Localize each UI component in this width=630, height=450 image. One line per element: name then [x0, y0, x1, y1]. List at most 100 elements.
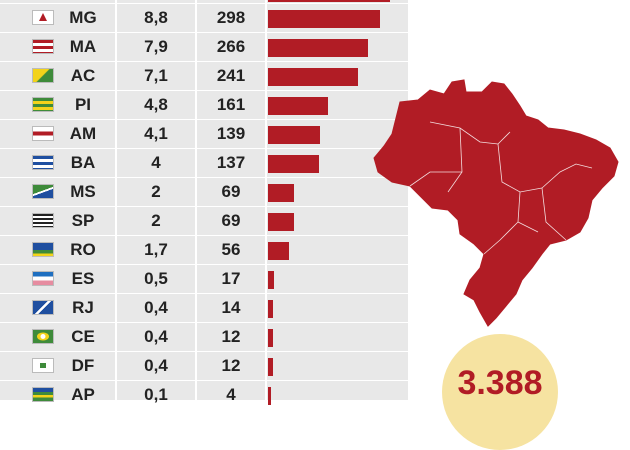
state-label: RO [70, 240, 96, 259]
bar [268, 155, 319, 173]
ms-flag-icon [32, 184, 54, 199]
cases-value: 69 [221, 182, 241, 201]
state-label: RJ [72, 298, 94, 317]
cases-value: 4 [226, 385, 236, 404]
column-divider [195, 0, 197, 400]
table-row: AM 4,1 139 [0, 121, 410, 150]
bar [268, 126, 320, 144]
ba-flag-icon [32, 155, 54, 170]
bar [268, 39, 368, 57]
rate-value: 0,4 [144, 298, 168, 317]
brazil-map-icon [373, 79, 619, 327]
rate-value: 8,8 [144, 8, 168, 27]
ma-flag-icon [32, 39, 54, 54]
state-label: BA [70, 153, 96, 172]
rate-value: 2 [151, 211, 161, 230]
bar [268, 0, 390, 2]
row-divider [0, 293, 410, 294]
state-label: AM [69, 124, 97, 143]
row-divider [0, 177, 410, 178]
cases-value: 298 [216, 8, 246, 27]
row-divider [0, 322, 410, 323]
row-divider [0, 235, 410, 236]
am-flag-icon [32, 126, 54, 141]
sp-flag-icon [32, 213, 54, 228]
bar [268, 329, 273, 347]
es-flag-icon [32, 271, 54, 286]
table-row: BA 4 137 [0, 150, 410, 179]
total-value: 3.388 [457, 364, 543, 402]
bar [268, 242, 289, 260]
ac-flag-icon [32, 68, 54, 83]
table-row: AC 7,1 241 [0, 63, 410, 92]
rate-value: 4,8 [144, 95, 168, 114]
row-divider [0, 32, 410, 33]
pi-flag-icon [32, 97, 54, 112]
bar [268, 10, 380, 28]
row-divider [0, 90, 410, 91]
bar [268, 213, 294, 231]
rate-value: 1,7 [144, 240, 168, 259]
cases-value: 12 [221, 356, 241, 375]
rate-value: 0,4 [144, 327, 168, 346]
bar [268, 300, 273, 318]
row-divider [0, 61, 410, 62]
cases-value: 14 [221, 298, 241, 317]
cases-value: 137 [216, 153, 246, 172]
cases-value: 56 [221, 240, 241, 259]
state-label: AP [71, 385, 95, 404]
bar [268, 184, 294, 202]
bar [268, 68, 358, 86]
rate-value: 2 [151, 182, 161, 201]
row-divider [0, 264, 410, 265]
table-row: RO 1,7 56 [0, 237, 410, 266]
table-row: MS 2 69 [0, 179, 410, 208]
cases-value: 17 [221, 269, 241, 288]
column-divider [265, 0, 267, 400]
state-label: DF [71, 356, 95, 375]
rate-value: 0,4 [144, 356, 168, 375]
rate-value: 0,1 [144, 385, 168, 404]
rate-value: 7,9 [144, 37, 168, 56]
row-divider [0, 351, 410, 352]
cases-value: 161 [216, 95, 246, 114]
rate-value: 7,1 [144, 66, 168, 85]
cases-value: 266 [216, 37, 246, 56]
state-label: CE [71, 327, 95, 346]
state-label: MA [69, 37, 97, 56]
table-row: AP 0,1 4 [0, 382, 410, 411]
mg-flag-icon [32, 10, 54, 25]
rate-value: 0,5 [144, 269, 168, 288]
bar [268, 358, 273, 376]
table-row: SP 2 69 [0, 208, 410, 237]
cases-value: 241 [216, 66, 246, 85]
table-row: RJ 0,4 14 [0, 295, 410, 324]
bar [268, 271, 274, 289]
ro-flag-icon [32, 242, 54, 257]
bar [268, 387, 271, 405]
table-row: MA 7,9 266 [0, 34, 410, 63]
state-label: MS [70, 182, 96, 201]
bar [268, 97, 328, 115]
table-panel [0, 0, 410, 400]
table-row: DF 0,4 12 [0, 353, 410, 382]
cases-value: 69 [221, 211, 241, 230]
table-row: MG 8,8 298 [0, 5, 410, 34]
rate-value: 4 [151, 153, 161, 172]
row-divider [0, 380, 410, 381]
row-divider [0, 148, 410, 149]
rate-value: 4,1 [144, 124, 168, 143]
cases-value: 139 [216, 124, 246, 143]
column-divider [115, 0, 117, 400]
table-row: ES 0,5 17 [0, 266, 410, 295]
ce-flag-icon [32, 329, 54, 344]
rj-flag-icon [32, 300, 54, 315]
state-label: PI [74, 95, 92, 114]
row-divider [0, 119, 410, 120]
state-label: MG [69, 8, 97, 27]
state-label: AC [70, 66, 96, 85]
state-label: SP [71, 211, 95, 230]
table-row: PI 4,8 161 [0, 92, 410, 121]
cases-value: 12 [221, 327, 241, 346]
table-row: CE 0,4 12 [0, 324, 410, 353]
